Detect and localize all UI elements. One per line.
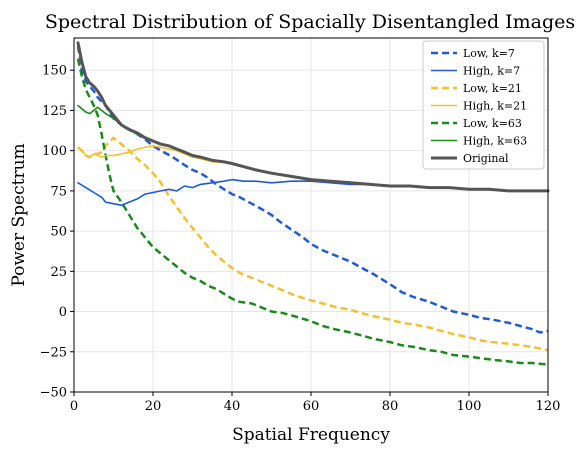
series-line-low-k-21 [77, 136, 549, 352]
y-tick-label: 75 [50, 184, 67, 199]
y-tick-label: −25 [40, 345, 67, 360]
y-tick-label: 50 [50, 225, 67, 240]
x-axis-label: Spatial Frequency [232, 425, 390, 445]
x-tick-label: 0 [70, 399, 78, 414]
x-tick-label: 100 [457, 399, 482, 414]
y-tick-label: −50 [40, 386, 67, 401]
legend-label: Low, k=21 [463, 82, 522, 95]
legend-label: High, k=21 [463, 100, 527, 113]
series-line-low-k-63 [76, 58, 549, 366]
legend-label: High, k=7 [463, 65, 520, 78]
y-tick-label: 125 [42, 104, 67, 119]
x-tick-label: 40 [224, 399, 241, 414]
legend: Low, k=7 High, k=7 Low, k=21 High, k=21 Low,… [422, 40, 545, 170]
y-tick-label: 100 [42, 144, 67, 159]
y-tick-label: 150 [42, 64, 67, 79]
x-tick-label: 120 [536, 399, 561, 414]
x-tick-label: 60 [303, 399, 320, 414]
y-tick-label: 0 [59, 305, 67, 320]
x-tick-label: 20 [145, 399, 162, 414]
series-line-original [76, 41, 550, 193]
legend-label: High, k=63 [463, 135, 527, 148]
ticks: 0 20 40 60 80 100 120 −50 −25 0 25 50 75 100 125 150 [40, 64, 561, 414]
series-line-high-k-7 [77, 178, 549, 207]
y-axis-label: Power Spectrum [9, 143, 29, 286]
legend-label: Low, k=63 [463, 117, 522, 130]
chart-title: Spectral Distribution of Spacially Disen… [45, 11, 575, 33]
legend-label: Low, k=7 [463, 47, 515, 60]
x-tick-label: 80 [382, 399, 399, 414]
legend-box [422, 40, 545, 170]
y-tick-label: 25 [50, 265, 67, 280]
series-layer [76, 41, 550, 366]
legend-label: Original [463, 152, 509, 165]
